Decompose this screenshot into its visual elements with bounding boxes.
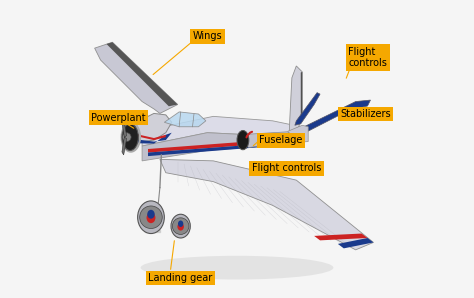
Text: Flight
controls: Flight controls <box>348 47 387 69</box>
Polygon shape <box>148 144 302 156</box>
Text: Landing gear: Landing gear <box>148 273 212 283</box>
Polygon shape <box>122 119 127 137</box>
Text: Fuselage: Fuselage <box>259 135 302 145</box>
Polygon shape <box>107 42 178 106</box>
Polygon shape <box>130 133 166 140</box>
Polygon shape <box>160 159 374 250</box>
Ellipse shape <box>171 214 190 238</box>
Polygon shape <box>288 125 308 143</box>
Circle shape <box>173 218 189 235</box>
Polygon shape <box>243 132 291 148</box>
Circle shape <box>122 133 131 142</box>
Ellipse shape <box>122 124 138 150</box>
Text: Stabilizers: Stabilizers <box>340 109 391 119</box>
Polygon shape <box>164 112 206 127</box>
Ellipse shape <box>237 131 249 150</box>
Polygon shape <box>95 42 178 114</box>
Ellipse shape <box>146 212 155 223</box>
Polygon shape <box>142 133 302 161</box>
Ellipse shape <box>177 223 184 231</box>
Polygon shape <box>130 133 172 144</box>
Ellipse shape <box>137 201 164 234</box>
Polygon shape <box>301 72 302 119</box>
Polygon shape <box>122 137 127 155</box>
Ellipse shape <box>141 256 333 280</box>
Circle shape <box>140 206 162 229</box>
Text: Powerplant: Powerplant <box>91 113 146 123</box>
Polygon shape <box>338 238 374 248</box>
Ellipse shape <box>178 221 183 227</box>
Polygon shape <box>289 66 302 136</box>
Polygon shape <box>296 100 371 135</box>
Ellipse shape <box>147 210 155 219</box>
Polygon shape <box>148 140 302 153</box>
Text: Wings: Wings <box>192 31 222 41</box>
Polygon shape <box>142 117 308 146</box>
Text: Flight controls: Flight controls <box>252 163 321 173</box>
Polygon shape <box>314 234 367 240</box>
Polygon shape <box>130 114 172 142</box>
Polygon shape <box>295 93 320 125</box>
